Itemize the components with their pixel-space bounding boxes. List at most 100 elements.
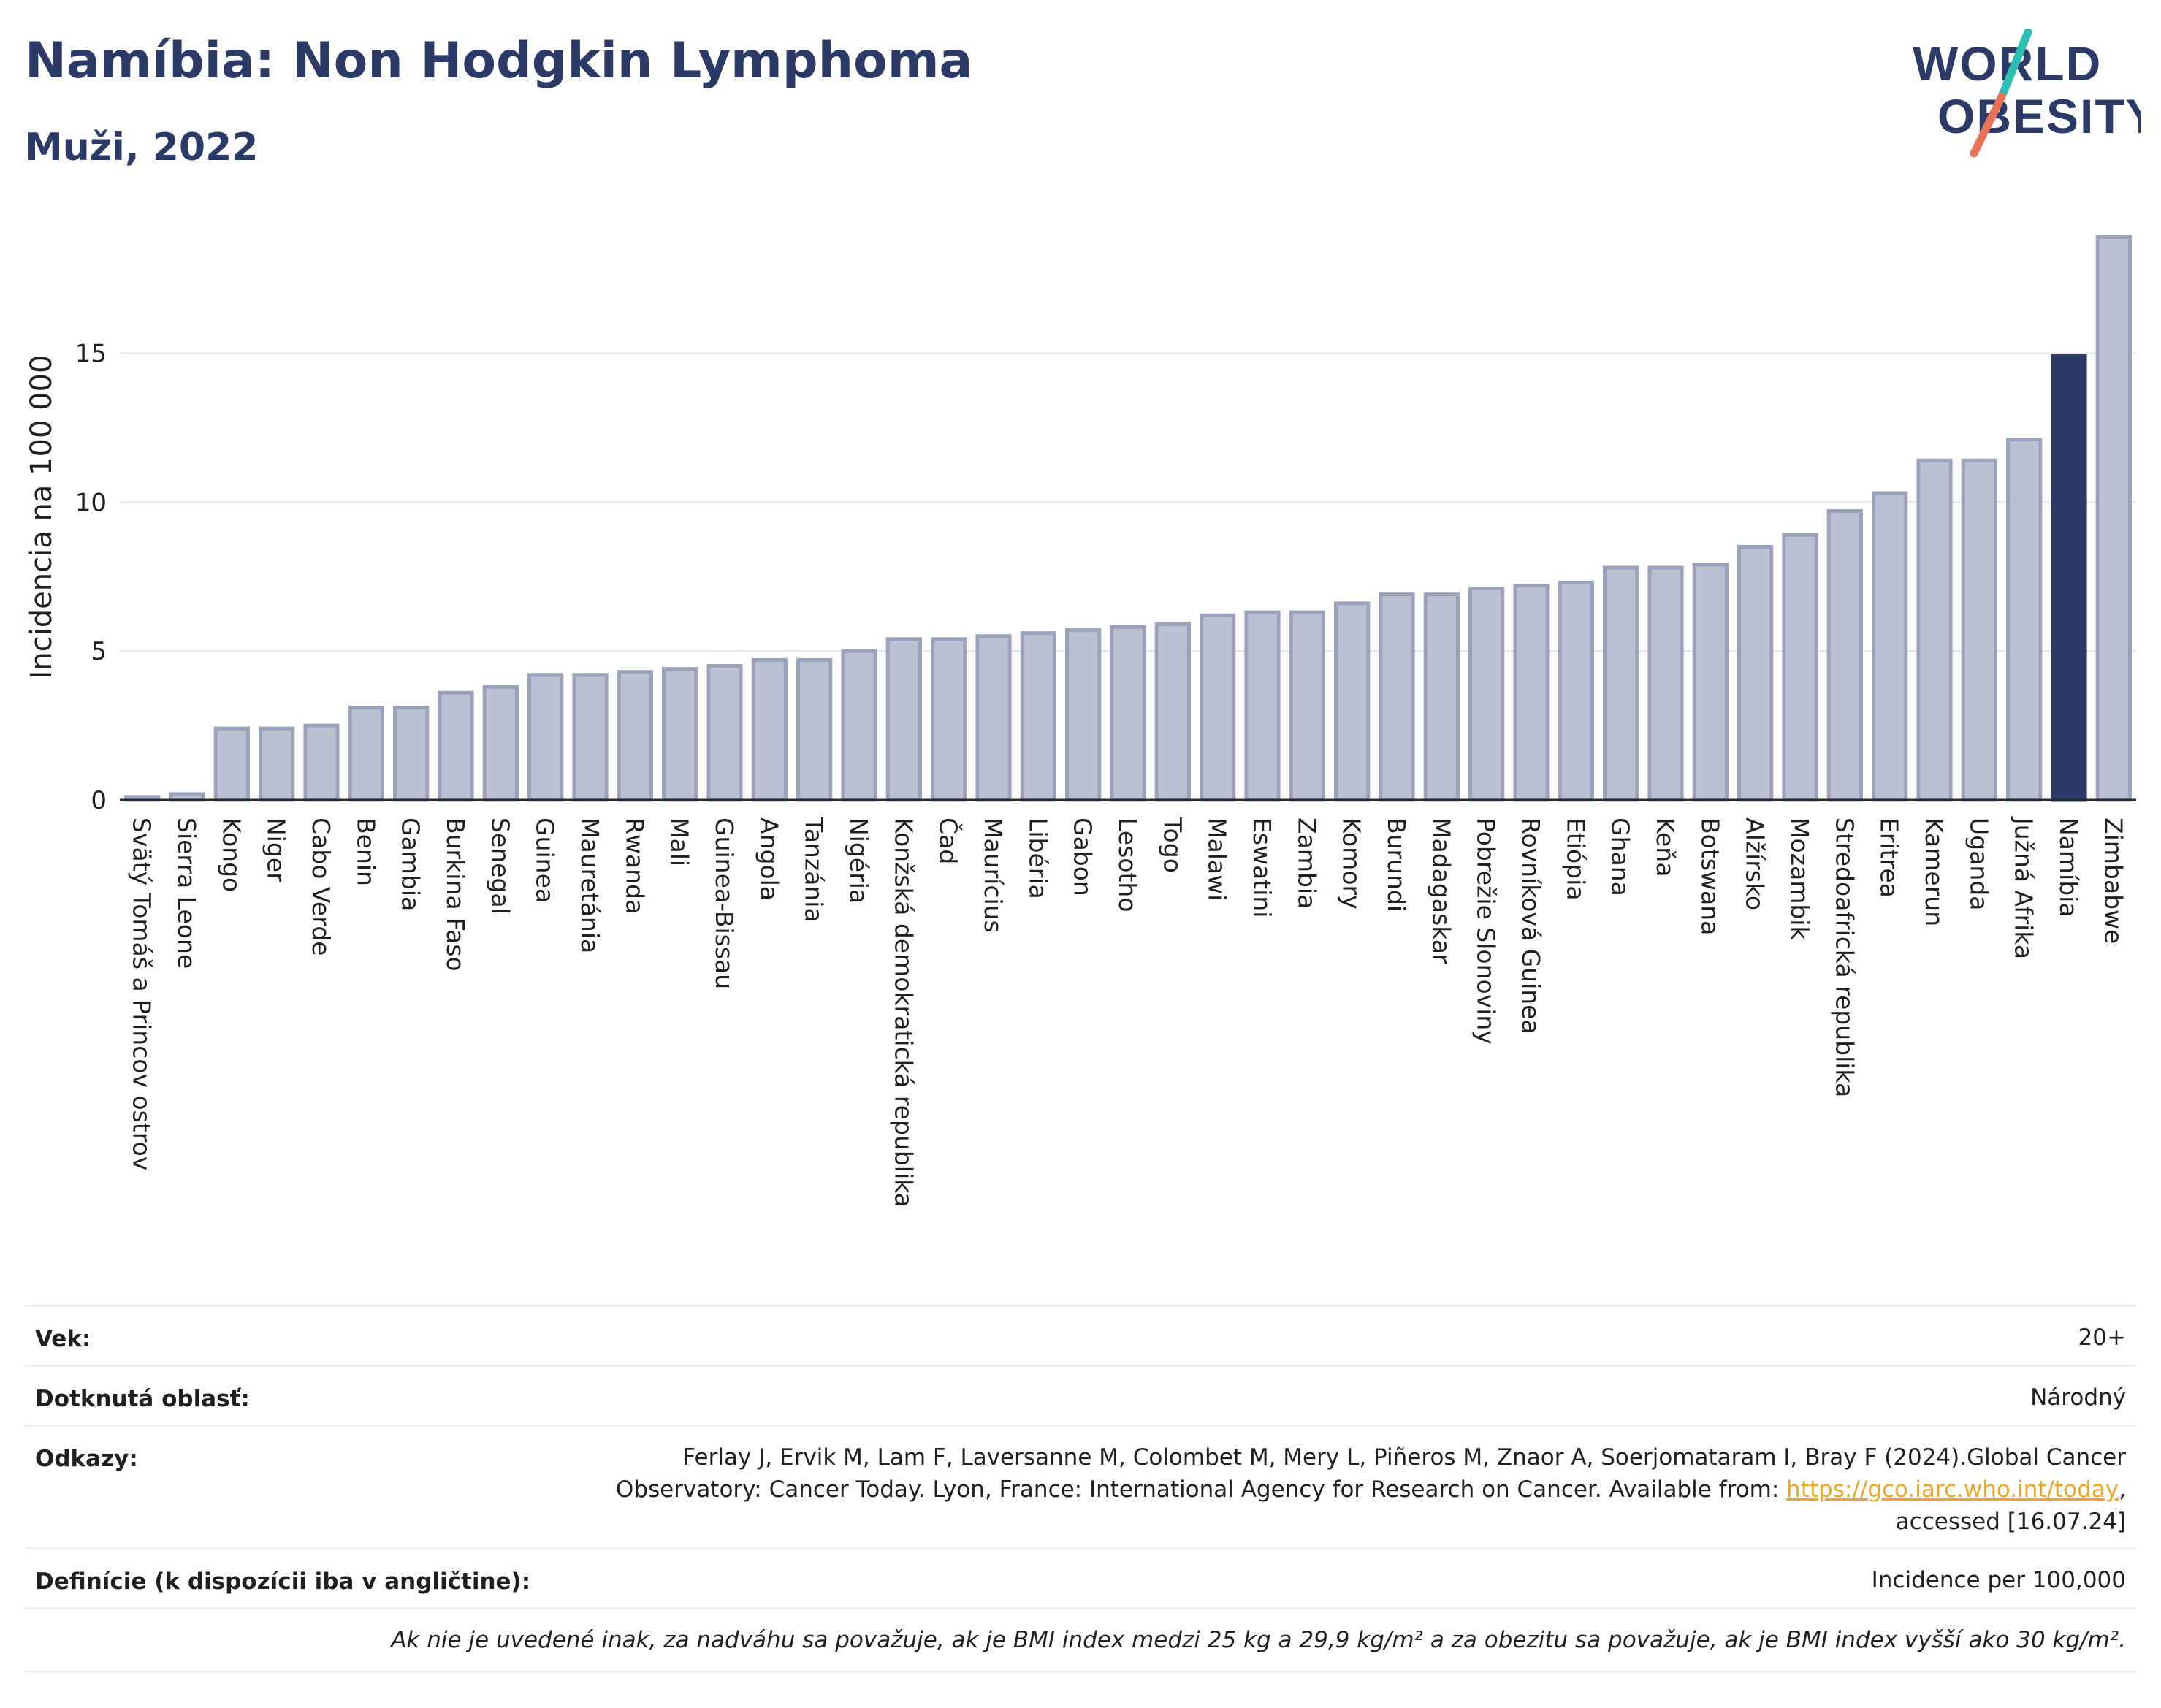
bar [2051, 354, 2087, 802]
x-tick-label: Guinea [531, 817, 560, 903]
bar [1961, 458, 1997, 802]
world-obesity-logo: WORLD OBESITY [1913, 29, 2141, 158]
meta-row-note: Ak nie je uvedené inak, za nadváhu sa po… [25, 1607, 2136, 1673]
x-tick-label: Rovníková Guinea [1517, 817, 1545, 1034]
bar [1289, 610, 1325, 802]
meta-row-age: Vek: 20+ [25, 1305, 2136, 1367]
x-tick-label: Burundi [1382, 817, 1411, 912]
x-tick-label: Stredoafrická republika [1830, 817, 1859, 1097]
references-label: Odkazy: [35, 1446, 138, 1472]
x-tick-label: Lesotho [1113, 817, 1142, 912]
x-tick-label: Alžírsko [1741, 817, 1769, 910]
x-tick-label: Mali [666, 817, 694, 866]
x-tick-label: Guinea-Bissau [710, 817, 739, 989]
bar [1692, 563, 1729, 802]
references-link[interactable]: https://gco.iarc.who.int/today [1786, 1476, 2119, 1503]
bar [617, 670, 653, 802]
bar [438, 690, 474, 802]
bar-chart: 0 5 10 15 Incidencia na 100 000 Svätý Tomáš a… [25, 235, 2136, 1208]
references-line-1: Ferlay J, Ervik M, Lam F, Laversanne M, … [682, 1444, 2126, 1471]
x-tick-label: Togo [1158, 817, 1186, 873]
x-tick-label: Čad [934, 817, 964, 864]
x-tick-label: Eritrea [1875, 817, 1904, 898]
x-tick-label: Tanzánia [800, 817, 828, 923]
bar [751, 657, 788, 802]
bar [1379, 592, 1415, 802]
x-tick-label: Svätý Tomáš a Princov ostrov [128, 817, 156, 1170]
x-tick-label: Rwanda [620, 817, 649, 914]
x-tick-label: Gambia [397, 817, 425, 911]
x-tick-label: Zambia [1292, 817, 1321, 909]
bar [527, 673, 564, 802]
x-tick-label: Namíbia [2054, 817, 2083, 918]
x-tick-label: Kongo [217, 817, 245, 892]
bar [2006, 438, 2043, 802]
y-tick-label: 15 [75, 339, 107, 368]
meta-row-area: Dotknutá oblasť: Národný [25, 1365, 2136, 1427]
y-tick-label: 10 [75, 488, 107, 517]
x-tick-label: Nigéria [845, 817, 873, 904]
bar [885, 637, 922, 802]
x-tick-label: Eswatini [1248, 817, 1276, 918]
bar [931, 637, 967, 802]
bar [2095, 235, 2132, 802]
logo-text-obesity: OBESITY [1937, 89, 2141, 143]
bar [393, 706, 430, 802]
x-tick-label: Zimbabwe [2099, 817, 2127, 944]
bar [1872, 491, 1908, 802]
chart-subtitle: Muži, 2022 [25, 126, 259, 169]
bar [841, 649, 877, 802]
x-tick-label: Angola [755, 817, 783, 901]
x-tick-label: Mauretánia [576, 817, 604, 953]
references-line-2-text: Observatory: Cancer Today. Lyon, France:… [615, 1476, 1787, 1503]
definitions-label: Definície (k dispozícii iba v angličtine… [35, 1568, 531, 1595]
x-tick-label: Pobrežie Slonoviny [1472, 817, 1501, 1045]
x-tick-label: Benin [351, 817, 380, 886]
x-tick-label: Maurícius [979, 817, 1007, 933]
x-tick-label: Konžská demokratická republika [889, 817, 918, 1208]
x-tick-label: Sierra Leone [172, 817, 201, 969]
age-value: 20+ [2078, 1324, 2126, 1351]
x-tick-label: Libéria [1024, 817, 1052, 899]
meta-row-definitions: Definície (k dispozícii iba v angličtine… [25, 1547, 2136, 1609]
x-tick-label: Burkina Faso [441, 817, 470, 972]
x-tick-label: Mozambik [1785, 817, 1814, 940]
bar [213, 726, 250, 802]
x-tick-label: Niger [262, 817, 291, 882]
bar [1065, 628, 1102, 802]
x-tick-label: Ghana [1607, 817, 1635, 896]
bar [303, 723, 340, 802]
bar [1110, 625, 1146, 802]
x-tick-label: Etiópia [1561, 817, 1590, 901]
bar [1826, 509, 1863, 802]
logo-slash-bottom [1970, 92, 2006, 158]
bar [1200, 613, 1236, 802]
bar [796, 657, 833, 802]
x-tick-label: Keňa [1651, 817, 1680, 877]
x-tick-label: Gabon [1069, 817, 1097, 896]
bar [975, 634, 1012, 802]
bmi-note: Ak nie je uvedené inak, za nadváhu sa po… [391, 1627, 2126, 1653]
bar [1154, 622, 1191, 802]
bar [662, 667, 698, 802]
bar [1603, 565, 1639, 802]
meta-row-references: Odkazy: Ferlay J, Ervik M, Lam F, Lavers… [25, 1425, 2136, 1549]
x-tick-label: Južná Afrika [2010, 816, 2038, 959]
x-tick-label: Komory [1338, 817, 1366, 910]
area-value: Národný [2030, 1384, 2126, 1411]
bar [706, 664, 743, 802]
references-line-3: accessed [16.07.24] [1895, 1509, 2126, 1535]
bar [1020, 631, 1056, 802]
references-value: Ferlay J, Ervik M, Lam F, Laversanne M, … [616, 1441, 2126, 1538]
references-line-2-suffix: , [2119, 1476, 2126, 1503]
bar [482, 685, 519, 802]
bar [1916, 458, 1953, 802]
x-tick-label: Malawi [1203, 817, 1232, 901]
bar [1558, 580, 1594, 802]
bar [1782, 533, 1818, 802]
definitions-value: Incidence per 100,000 [1871, 1567, 2126, 1593]
bar [1244, 610, 1281, 802]
y-tick-label: 5 [91, 637, 107, 666]
chart-title: Namíbia: Non Hodgkin Lymphoma [25, 32, 973, 90]
bar [1647, 565, 1684, 802]
